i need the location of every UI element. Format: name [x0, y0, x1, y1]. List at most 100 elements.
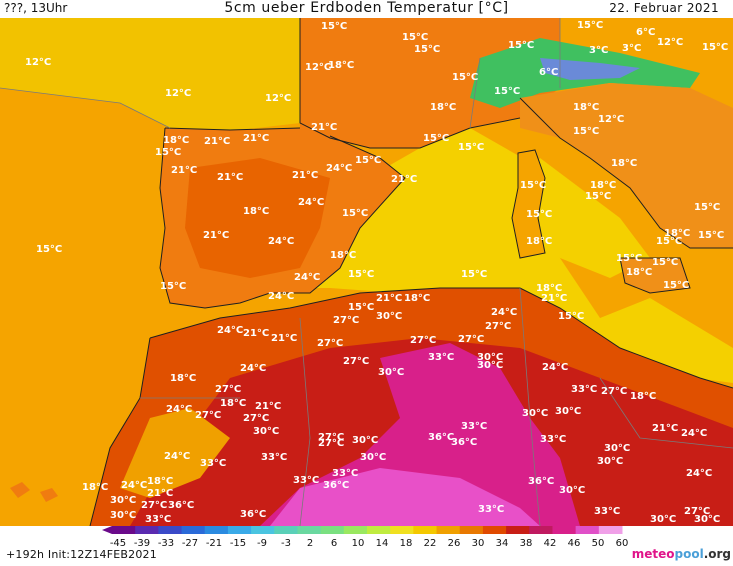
- temp-label: 24°C: [294, 272, 320, 283]
- temp-label: 15°C: [342, 208, 368, 219]
- color-scale: -45 -39 -33 -27 -21 -15 -9 -3 2 6 10 14 18 22 26 30 34 38…: [102, 526, 628, 549]
- land-france: [300, 18, 560, 148]
- temp-label: 24°C: [164, 451, 190, 462]
- scale-swatch: [320, 526, 345, 534]
- temp-label: 33°C: [332, 468, 358, 479]
- temp-label: 18°C: [328, 60, 354, 71]
- temp-label: 24°C: [268, 291, 294, 302]
- temp-label: 33°C: [594, 506, 620, 517]
- temp-label: 6°C: [636, 27, 655, 38]
- run-info: +192h Init:12Z14FEB2021: [6, 548, 157, 561]
- scale-swatch: [251, 526, 275, 534]
- temp-label: 30°C: [522, 408, 548, 419]
- scale-tick-label: 2: [307, 538, 313, 549]
- scale-tick-label: -33: [158, 538, 174, 549]
- scale-swatch: [367, 526, 391, 534]
- scale-swatch: [506, 526, 530, 534]
- forecast-step: +192h: [6, 548, 45, 561]
- scale-tick-label: 38: [520, 538, 533, 549]
- temp-label: 27°C: [317, 338, 343, 349]
- temp-label: 18°C: [147, 476, 173, 487]
- temp-label: 12°C: [25, 57, 51, 68]
- temp-label: 33°C: [261, 452, 287, 463]
- temp-label: 30°C: [352, 435, 378, 446]
- temp-label: 21°C: [147, 488, 173, 499]
- temp-label: 18°C: [220, 398, 246, 409]
- temp-label: 15°C: [321, 21, 347, 32]
- scale-swatch: [552, 526, 577, 534]
- temp-label: 18°C: [630, 391, 656, 402]
- scale-arrow-left: [102, 526, 112, 534]
- temp-label: 24°C: [686, 468, 712, 479]
- scale-tick-label: -21: [206, 538, 222, 549]
- temp-label: 6°C: [539, 67, 558, 78]
- scale-tick-label: 14: [376, 538, 389, 549]
- temp-label: 15°C: [494, 86, 520, 97]
- temp-label: 15°C: [585, 191, 611, 202]
- temp-label: 18°C: [573, 102, 599, 113]
- temp-label: 30°C: [378, 367, 404, 378]
- temp-label: 21°C: [243, 133, 269, 144]
- temp-label: 12°C: [598, 114, 624, 125]
- scale-swatch: [575, 526, 600, 534]
- scale-tick-label: -9: [257, 538, 267, 549]
- temp-label: 15°C: [348, 269, 374, 280]
- temp-label: 24°C: [240, 363, 266, 374]
- scale-tick-label: 10: [352, 538, 365, 549]
- temp-label: 30°C: [477, 360, 503, 371]
- temp-label: 33°C: [293, 475, 319, 486]
- temp-label: 33°C: [478, 504, 504, 515]
- temp-label: 15°C: [155, 147, 181, 158]
- scale-tick-label: 30: [472, 538, 485, 549]
- temp-label: 27°C: [601, 386, 627, 397]
- scale-swatch: [343, 526, 368, 534]
- forecast-date: 22. Februar 2021: [609, 1, 719, 15]
- brand-prefix: meteo: [631, 547, 675, 561]
- temp-label: 15°C: [616, 253, 642, 264]
- temp-label: 30°C: [604, 443, 630, 454]
- temp-label: 18°C: [243, 206, 269, 217]
- temp-label: 21°C: [255, 401, 281, 412]
- scale-swatch: [158, 526, 183, 534]
- temp-label: 21°C: [243, 328, 269, 339]
- scale-swatch: [297, 526, 322, 534]
- temp-label: 24°C: [268, 236, 294, 247]
- scale-tick-label: 26: [448, 538, 461, 549]
- temp-label: 15°C: [663, 280, 689, 291]
- scale-swatch: [135, 526, 159, 534]
- meteopool-logo[interactable]: meteopool.org: [632, 547, 731, 561]
- scale-swatch: [482, 526, 507, 534]
- temp-label: 24°C: [217, 325, 243, 336]
- temp-label: 27°C: [410, 335, 436, 346]
- temp-label: 18°C: [611, 158, 637, 169]
- temp-label: 30°C: [597, 456, 623, 467]
- temp-label: 12°C: [657, 37, 683, 48]
- temp-label: 27°C: [318, 438, 344, 449]
- temp-label: 24°C: [491, 307, 517, 318]
- scale-swatch: [459, 526, 484, 534]
- temp-label: 15°C: [355, 155, 381, 166]
- temp-label: 30°C: [555, 406, 581, 417]
- scale-tick-label: 50: [592, 538, 605, 549]
- sea-biscay: [0, 18, 300, 130]
- temp-label: 27°C: [141, 500, 167, 511]
- temp-label: 27°C: [333, 315, 359, 326]
- temp-label: 15°C: [458, 142, 484, 153]
- scale-swatch: [181, 526, 206, 534]
- temp-label: 18°C: [664, 228, 690, 239]
- temp-label: 18°C: [330, 250, 356, 261]
- forecast-time: ???, 13Uhr: [4, 1, 68, 15]
- temp-label: 33°C: [145, 514, 171, 525]
- temp-label: 33°C: [461, 421, 487, 432]
- temp-label: 24°C: [542, 362, 568, 373]
- temp-label: 15°C: [461, 269, 487, 280]
- temp-label: 18°C: [526, 236, 552, 247]
- scale-tick-label: 22: [424, 538, 437, 549]
- temp-label: 24°C: [166, 404, 192, 415]
- temp-label: 30°C: [650, 514, 676, 525]
- temp-label: 15°C: [520, 180, 546, 191]
- temp-label: 24°C: [326, 163, 352, 174]
- scale-swatch: [274, 526, 298, 534]
- brand-main: pool: [674, 547, 704, 561]
- temp-label: 33°C: [200, 458, 226, 469]
